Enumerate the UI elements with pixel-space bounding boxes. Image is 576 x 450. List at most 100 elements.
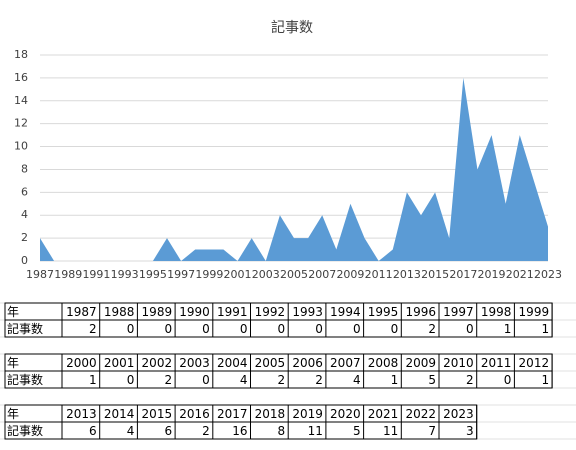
y-tick-label: 6: [21, 185, 28, 198]
year-cell: 1997: [443, 305, 474, 319]
count-cell: 5: [428, 373, 436, 387]
count-cell: 1: [541, 373, 549, 387]
year-cell: 1998: [481, 305, 512, 319]
x-tick-label: 1999: [195, 268, 223, 281]
y-tick-label: 4: [21, 208, 28, 221]
year-cell: 2000: [66, 356, 97, 370]
year-cell: 2011: [481, 356, 512, 370]
count-cell: 2: [89, 322, 97, 336]
row-label: 記事数: [7, 321, 43, 336]
x-tick-label: 2011: [365, 268, 393, 281]
y-tick-label: 0: [21, 254, 28, 267]
count-cell: 0: [240, 322, 248, 336]
count-cell: 2: [315, 373, 323, 387]
year-cell: 2010: [443, 356, 474, 370]
x-tick-label: 1993: [111, 268, 139, 281]
x-tick-label: 2019: [478, 268, 506, 281]
count-cell: 0: [202, 322, 210, 336]
x-tick-label: 1989: [54, 268, 82, 281]
count-cell: 2: [202, 424, 210, 438]
row-label: 年: [7, 305, 19, 319]
count-cell: 4: [127, 424, 135, 438]
x-tick-label: 2013: [393, 268, 421, 281]
table: 年記事数198721988019890199001991019920199301…: [0, 302, 576, 440]
year-cell: 2006: [292, 356, 323, 370]
year-cell: 1987: [66, 305, 97, 319]
count-cell: 1: [504, 322, 512, 336]
y-tick-label: 10: [14, 140, 28, 153]
year-cell: 1993: [292, 305, 323, 319]
x-tick-label: 1987: [26, 268, 54, 281]
year-cell: 1990: [179, 305, 210, 319]
count-cell: 1: [89, 373, 97, 387]
year-cell: 2022: [405, 407, 436, 421]
count-cell: 16: [232, 424, 247, 438]
count-cell: 2: [428, 322, 436, 336]
y-tick-label: 16: [14, 71, 28, 84]
row-label: 記事数: [7, 372, 43, 387]
count-cell: 2: [164, 373, 172, 387]
row-label: 記事数: [7, 423, 43, 438]
year-cell: 2012: [519, 356, 550, 370]
x-tick-label: 2007: [308, 268, 336, 281]
x-tick-label: 2021: [506, 268, 534, 281]
count-cell: 0: [504, 373, 512, 387]
count-cell: 4: [240, 373, 248, 387]
x-tick-label: 2017: [449, 268, 477, 281]
count-cell: 0: [127, 322, 135, 336]
count-cell: 0: [202, 373, 210, 387]
count-cell: 0: [164, 322, 172, 336]
count-cell: 8: [278, 424, 286, 438]
count-cell: 11: [383, 424, 398, 438]
year-cell: 2003: [179, 356, 210, 370]
x-tick-label: 2015: [421, 268, 449, 281]
count-cell: 0: [391, 322, 399, 336]
year-cell: 1989: [142, 305, 173, 319]
row-label: 年: [7, 407, 19, 421]
x-tick-label: 1995: [139, 268, 167, 281]
count-cell: 1: [391, 373, 399, 387]
year-cell: 1995: [368, 305, 399, 319]
count-cell: 0: [278, 322, 286, 336]
year-cell: 2017: [217, 407, 248, 421]
count-cell: 4: [353, 373, 361, 387]
count-cell: 5: [353, 424, 361, 438]
year-cell: 2005: [255, 356, 286, 370]
year-cell: 2023: [443, 407, 474, 421]
x-tick-label: 1991: [82, 268, 110, 281]
count-cell: 11: [308, 424, 323, 438]
count-cell: 7: [428, 424, 436, 438]
year-cell: 2008: [368, 356, 399, 370]
x-tick-label: 1997: [167, 268, 195, 281]
year-cell: 2020: [330, 407, 361, 421]
y-tick-label: 18: [14, 48, 28, 61]
y-tick-label: 2: [21, 231, 28, 244]
year-cell: 2019: [292, 407, 323, 421]
year-cell: 2015: [142, 407, 173, 421]
count-cell: 2: [278, 373, 286, 387]
y-tick-label: 8: [21, 162, 28, 175]
year-cell: 1988: [104, 305, 135, 319]
year-cell: 2002: [142, 356, 173, 370]
year-cell: 2018: [255, 407, 286, 421]
year-cell: 1991: [217, 305, 248, 319]
count-cell: 6: [89, 424, 97, 438]
count-cell: 3: [466, 424, 474, 438]
row-label: 年: [7, 356, 19, 370]
year-cell: 1992: [255, 305, 286, 319]
count-cell: 6: [164, 424, 172, 438]
x-tick-label: 2005: [280, 268, 308, 281]
year-cell: 1999: [519, 305, 550, 319]
x-tick-label: 2009: [336, 268, 364, 281]
year-cell: 1994: [330, 305, 361, 319]
y-tick-label: 14: [14, 94, 28, 107]
count-cell: 0: [315, 322, 323, 336]
year-cell: 2016: [179, 407, 210, 421]
year-cell: 2013: [66, 407, 97, 421]
count-cell: 0: [466, 322, 474, 336]
chart-title: 記事数: [271, 19, 313, 36]
year-cell: 2007: [330, 356, 361, 370]
area: [40, 77, 548, 261]
year-cell: 2001: [104, 356, 135, 370]
